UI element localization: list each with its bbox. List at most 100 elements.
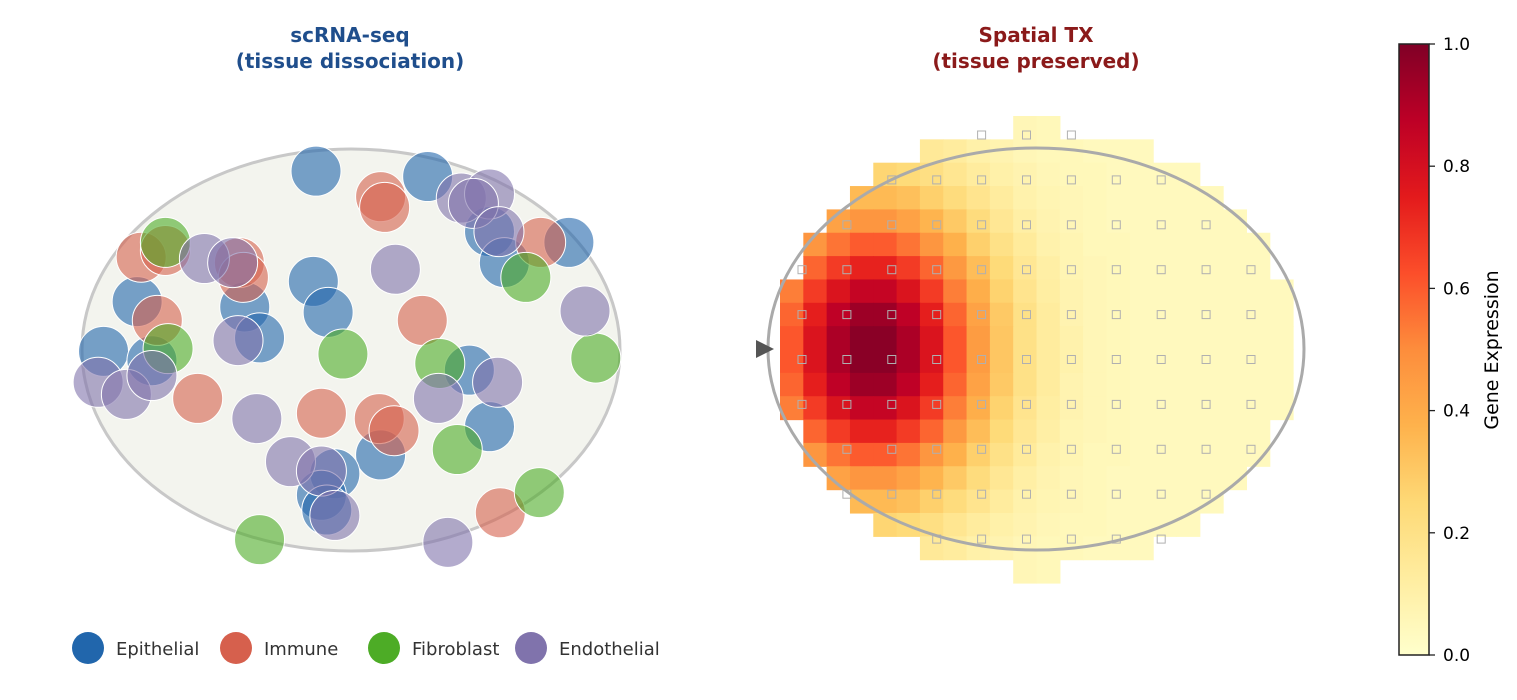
heatmap-cell <box>873 349 898 374</box>
heatmap-cell <box>1013 442 1038 467</box>
heatmap-cell <box>873 326 898 351</box>
spot-marker <box>842 265 852 275</box>
heatmap-cell <box>1176 326 1201 351</box>
heatmap-cell <box>1036 396 1061 421</box>
heatmap-cell <box>1176 209 1201 234</box>
spot-marker <box>1156 310 1166 320</box>
heatmap-cell <box>1106 442 1131 467</box>
legend-label-immune: Immune <box>264 639 338 660</box>
heatmap-cell <box>989 372 1014 397</box>
heatmap-cell <box>1223 302 1247 327</box>
heatmap-cell <box>919 466 944 491</box>
heatmap-cell <box>1153 466 1178 491</box>
spot-marker <box>932 220 942 230</box>
spot-marker <box>887 489 897 499</box>
heatmap-cell <box>896 209 921 234</box>
heatmap-cell <box>1059 279 1084 304</box>
spatial-panel: Spatial TX (tissue preserved) <box>756 23 1306 584</box>
heatmap-cell <box>919 536 944 561</box>
spot-marker <box>1111 175 1121 185</box>
spot-marker <box>1066 444 1076 454</box>
cell-point-epithelial <box>290 145 342 197</box>
heatmap-cell <box>1083 232 1108 257</box>
cell-point-endothelial <box>126 350 178 402</box>
heatmap-cell <box>1223 209 1247 234</box>
heatmap-cell <box>1176 489 1201 514</box>
heatmap-cell <box>1153 489 1178 514</box>
spot-marker <box>1246 310 1256 320</box>
heatmap-cell <box>826 349 851 374</box>
heatmap-cell <box>1083 139 1108 164</box>
colorbar-tick-label: 1.0 <box>1443 35 1470 55</box>
cell-point-endothelial <box>295 445 347 497</box>
heatmap-cell <box>780 349 804 374</box>
spot-marker <box>887 444 897 454</box>
heatmap-cell <box>966 512 991 537</box>
heatmap-cell <box>1013 186 1038 210</box>
heatmap-cell <box>1129 419 1154 444</box>
heatmap-cell <box>1269 279 1294 304</box>
spot-marker <box>932 175 942 185</box>
heatmap-cell <box>1106 162 1131 187</box>
heatmap-cell <box>1106 256 1131 281</box>
heatmap-cell <box>1223 419 1247 444</box>
heatmap-cell <box>1013 536 1038 561</box>
heatmap-cell <box>943 256 968 281</box>
colorbar-tick-label: 0.8 <box>1443 157 1470 177</box>
spot-marker <box>1022 175 1031 185</box>
spot-marker <box>977 265 987 275</box>
heatmap-cell <box>1013 419 1038 444</box>
heatmap-cell <box>826 232 851 257</box>
heatmap-cell <box>1083 372 1108 397</box>
heatmap-cell <box>943 302 968 327</box>
heatmap-cell <box>1083 512 1108 537</box>
heatmap-cell <box>1059 512 1084 537</box>
colorbar-gradient <box>1398 43 1430 656</box>
heatmap-cell <box>873 419 898 444</box>
heatmap-cell <box>989 326 1014 351</box>
spot-marker <box>932 444 942 454</box>
heatmap-cell <box>1199 209 1224 234</box>
spot-marker <box>842 355 852 364</box>
spot-marker <box>1066 265 1076 275</box>
cell-point-immune <box>359 181 411 233</box>
cell-point-fibroblast <box>513 467 565 519</box>
heatmap-cell <box>966 489 991 514</box>
legend-label-epithelial: Epithelial <box>116 639 199 660</box>
heatmap-cell <box>966 279 991 304</box>
heatmap-cell <box>826 419 851 444</box>
heatmap-cell <box>896 372 921 397</box>
heatmap-cell <box>1083 349 1108 374</box>
heatmap-cell <box>1199 279 1224 304</box>
heatmap-cell <box>1059 232 1084 257</box>
heatmap-cell <box>919 279 944 304</box>
spot-marker <box>1066 310 1076 320</box>
heatmap-cell <box>989 302 1014 327</box>
scrna-panel: scRNA-seq (tissue dissociation) <box>72 23 622 568</box>
spot-marker <box>977 220 987 230</box>
scrna-title-line2: (tissue dissociation) <box>236 49 465 73</box>
heatmap-cell <box>1223 349 1247 374</box>
heatmap-cell <box>1013 209 1038 234</box>
heatmap-cell <box>1176 419 1201 444</box>
heatmap-cell <box>826 209 851 234</box>
spot-marker <box>1066 534 1076 544</box>
spot-marker <box>1156 489 1166 499</box>
heatmap-cell <box>873 186 898 210</box>
heatmap-cell <box>1083 536 1108 561</box>
heatmap-cell <box>873 396 898 421</box>
heatmap-cell <box>849 209 874 234</box>
heatmap-cell <box>826 466 851 491</box>
heatmap-cell <box>1013 326 1038 351</box>
spot-marker <box>1066 220 1076 230</box>
spot-marker <box>1201 310 1211 320</box>
spot-marker <box>1111 399 1121 409</box>
heatmap-cell <box>1199 396 1224 421</box>
cell-point-fibroblast <box>234 514 286 566</box>
heatmap-cell <box>943 349 968 374</box>
heatmap-cell <box>1059 442 1084 467</box>
cell-point-endothelial <box>207 237 259 289</box>
heatmap-cell <box>803 419 828 444</box>
heatmap-cell <box>1199 372 1224 397</box>
